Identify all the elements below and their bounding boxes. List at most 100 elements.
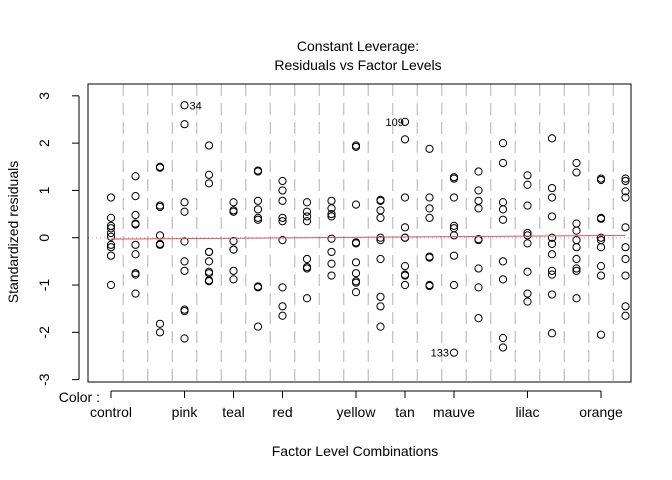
residual-point xyxy=(376,213,385,222)
residual-point xyxy=(131,220,140,229)
residual-point xyxy=(278,283,287,292)
residual-point xyxy=(131,192,140,201)
residual-point xyxy=(449,193,459,202)
residual-point xyxy=(547,134,557,143)
residual-point xyxy=(498,205,508,214)
residual-point xyxy=(498,257,508,266)
residual-point xyxy=(596,271,606,280)
x-tick-label: pink xyxy=(172,404,199,420)
residual-point xyxy=(547,270,557,279)
residual-points xyxy=(106,101,630,357)
residual-point xyxy=(327,259,336,268)
residual-point xyxy=(572,264,581,273)
residual-point xyxy=(376,302,385,311)
residual-point xyxy=(302,294,312,303)
residual-point xyxy=(596,330,606,339)
residual-point xyxy=(106,243,116,252)
residual-point xyxy=(327,204,336,213)
residual-point xyxy=(180,198,189,207)
residual-point xyxy=(131,289,140,298)
residual-point xyxy=(474,264,483,273)
residual-point xyxy=(523,228,532,238)
y-tick-label: -3 xyxy=(36,373,52,386)
residual-point xyxy=(400,117,410,126)
residual-point xyxy=(621,271,630,280)
residual-point xyxy=(376,254,385,264)
residual-point xyxy=(523,201,532,210)
residual-point xyxy=(155,202,165,212)
residual-point xyxy=(155,240,165,249)
residual-point xyxy=(449,280,459,290)
residual-point xyxy=(106,228,116,238)
residual-point xyxy=(302,217,312,226)
point-annotation-label: 34 xyxy=(190,100,202,112)
residual-point xyxy=(253,205,263,214)
residual-point xyxy=(278,302,287,311)
residual-point xyxy=(474,283,483,292)
residual-point xyxy=(547,250,557,259)
residual-point xyxy=(425,281,434,291)
residual-point xyxy=(204,257,214,266)
residual-point xyxy=(523,239,532,248)
residual-point xyxy=(204,179,214,188)
residual-point xyxy=(621,254,630,264)
residual-point xyxy=(131,172,140,181)
residual-point xyxy=(523,171,532,180)
factor-label: Color : xyxy=(59,389,100,405)
residual-point xyxy=(449,231,459,240)
y-axis-label: Standardized residuals xyxy=(5,161,21,303)
residual-point xyxy=(547,329,557,338)
residual-point xyxy=(572,226,581,235)
residual-point xyxy=(278,217,287,226)
residual-point xyxy=(131,270,140,279)
residual-point xyxy=(523,297,532,306)
residual-point xyxy=(106,251,116,260)
residual-point xyxy=(596,262,606,271)
residual-point xyxy=(376,292,385,301)
residual-point xyxy=(131,250,140,259)
residual-point xyxy=(376,233,385,242)
residual-point xyxy=(572,168,581,177)
residual-point xyxy=(351,200,361,209)
residual-point xyxy=(180,101,189,110)
plot-frame xyxy=(87,83,632,383)
residual-point xyxy=(302,212,312,221)
x-tick-label: lilac xyxy=(515,404,539,420)
residual-point xyxy=(351,258,361,267)
residual-point xyxy=(351,239,361,248)
x-tick-label: red xyxy=(272,404,292,420)
residual-point xyxy=(351,142,361,152)
residual-point xyxy=(400,193,410,202)
chart-title: Constant Leverage: xyxy=(297,38,419,54)
residual-point xyxy=(229,236,238,246)
residual-point xyxy=(621,193,630,202)
smooth-fit-line xyxy=(110,234,626,240)
residual-point xyxy=(180,207,189,216)
residual-point xyxy=(351,269,361,278)
residual-point xyxy=(547,239,557,248)
residual-point xyxy=(302,254,312,264)
residual-point xyxy=(498,215,508,224)
residual-point xyxy=(278,311,287,320)
residual-point xyxy=(621,187,630,196)
residual-point xyxy=(106,280,116,290)
residual-point xyxy=(351,278,361,287)
x-tick-label: tan xyxy=(395,404,414,420)
residual-point xyxy=(498,198,508,207)
residual-point xyxy=(180,334,189,343)
residual-point xyxy=(547,212,557,221)
residual-point xyxy=(498,343,508,352)
residual-point xyxy=(498,333,508,343)
residual-point xyxy=(572,254,581,264)
residual-point xyxy=(449,251,459,260)
residual-point xyxy=(302,207,312,216)
residual-point xyxy=(572,219,581,228)
residual-point xyxy=(425,144,434,153)
residual-point xyxy=(523,267,532,276)
y-tick-label: 2 xyxy=(36,139,52,147)
residual-point xyxy=(547,290,557,299)
residual-point xyxy=(621,243,630,252)
residual-point xyxy=(400,233,410,242)
y-tick-label: 3 xyxy=(36,92,52,100)
residual-point xyxy=(278,213,287,222)
